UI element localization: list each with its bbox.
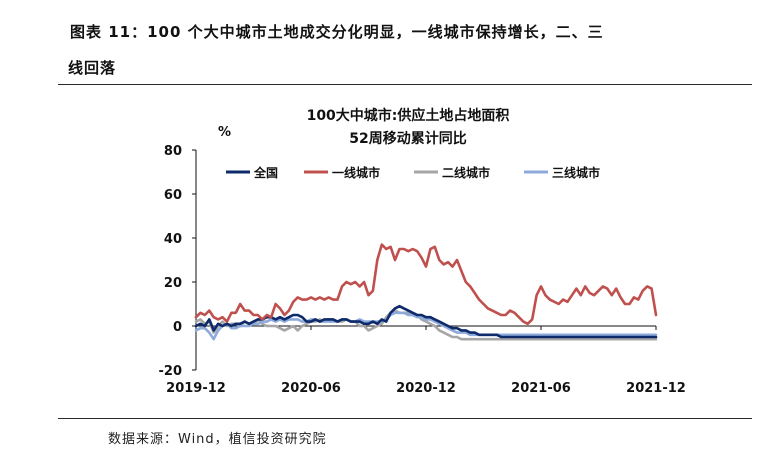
y-tick-label: 0 xyxy=(173,320,182,335)
x-tick-label: 2020-06 xyxy=(281,381,341,396)
series-line-tier2 xyxy=(194,309,658,341)
x-tick-label: 2019-12 xyxy=(166,381,226,396)
series-line-tier3 xyxy=(194,311,658,341)
y-axis-unit: % xyxy=(218,125,231,140)
y-tick-label: 40 xyxy=(164,232,182,247)
legend: 全国 一线城市 二线城市 三线城市 xyxy=(226,165,600,180)
series-lines xyxy=(194,243,658,341)
figure-title: 图表 11：100 个大中城市土地成交分化明显，一线城市保持增长，二、三 线回落 xyxy=(68,14,730,86)
series-line-national xyxy=(194,304,658,339)
y-tick-label: 20 xyxy=(164,276,182,291)
figure-title-line2: 线回落 xyxy=(68,59,117,77)
x-tick-label: 2020-12 xyxy=(396,381,456,396)
y-tick-label: 60 xyxy=(164,188,182,203)
chart-title: 100大中城市:供应土地占地面积 xyxy=(307,107,510,124)
x-tick-label: 2021-06 xyxy=(511,381,571,396)
legend-label-tier2: 二线城市 xyxy=(442,165,490,180)
legend-label-tier3: 三线城市 xyxy=(552,165,600,180)
series-line-tier1 xyxy=(194,243,658,326)
legend-label-national: 全国 xyxy=(253,165,278,180)
chart-subtitle: 52周移动累计同比 xyxy=(349,130,466,147)
source-note: 数据来源：Wind，植信投资研究院 xyxy=(108,432,327,447)
legend-label-tier1: 一线城市 xyxy=(332,165,380,180)
bottom-rule xyxy=(58,418,752,419)
top-rule xyxy=(58,84,752,85)
y-tick-label: -20 xyxy=(159,364,183,379)
y-tick-label: 80 xyxy=(164,144,182,159)
x-tick-label: 2021-12 xyxy=(626,381,686,396)
axes: -20 0 20 40 60 80 2019-12 2020-06 2020-12 2021-06… xyxy=(159,144,686,396)
figure-title-line1: 图表 11：100 个大中城市土地成交分化明显，一线城市保持增长，二、三 xyxy=(70,23,604,41)
